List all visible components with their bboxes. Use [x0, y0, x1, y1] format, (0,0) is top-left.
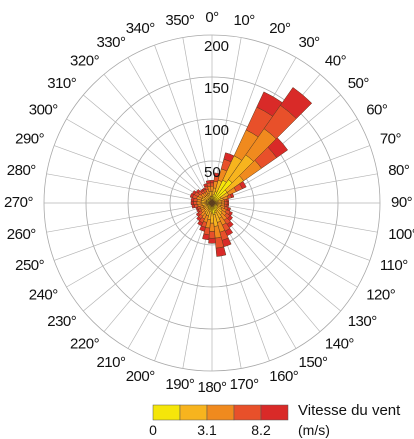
- legend-swatch-3: [233, 404, 262, 421]
- legend: Vitesse du vent 0 3.1 8.2 (m/s): [149, 402, 401, 438]
- direction-label-270: 270°: [4, 194, 34, 211]
- legend-swatch-0: [152, 404, 181, 421]
- grid-spoke-120: [211, 202, 358, 288]
- legend-ticks: 0 3.1 8.2: [149, 422, 271, 438]
- sector-40-band-4: [280, 87, 313, 120]
- direction-label-10: 10°: [234, 12, 256, 29]
- sector-180-band-4: [208, 237, 216, 244]
- grid-spoke-320: [103, 74, 213, 204]
- sector-220-band-4: [196, 216, 202, 222]
- legend-title: Vitesse du vent: [298, 402, 401, 419]
- direction-label-310: 310°: [47, 75, 77, 92]
- direction-label-330: 330°: [96, 34, 126, 51]
- direction-label-40: 40°: [325, 52, 347, 69]
- sector-350-band-4: [205, 180, 211, 184]
- direction-label-240: 240°: [29, 286, 59, 303]
- ring-label-150: 150: [204, 80, 229, 97]
- grid-spoke-260: [46, 202, 213, 233]
- direction-label-320: 320°: [70, 52, 100, 69]
- direction-label-170: 170°: [230, 376, 260, 393]
- sector-270-band-4: [190, 200, 194, 206]
- sector-230-band-4: [195, 212, 201, 218]
- direction-label-290: 290°: [15, 131, 45, 148]
- direction-label-220: 220°: [70, 336, 100, 353]
- legend-swatches: [152, 404, 289, 421]
- direction-label-20: 20°: [269, 20, 291, 37]
- direction-label-60: 60°: [366, 101, 388, 118]
- grid-spoke-70: [211, 145, 370, 204]
- grid-spoke-250: [54, 202, 213, 261]
- sector-50-band-4: [267, 137, 289, 159]
- grid-spoke-350: [182, 37, 213, 204]
- grid-spoke-210: [127, 202, 213, 349]
- direction-label-340: 340°: [126, 20, 156, 37]
- sector-310-band-4: [195, 188, 201, 194]
- sector-170-band-4: [215, 246, 227, 257]
- sector-210-band-4: [197, 220, 204, 227]
- sector-80-band-4: [226, 198, 230, 202]
- legend-tick-2: 8.2: [251, 422, 271, 438]
- direction-label-300: 300°: [29, 101, 59, 118]
- grid-spoke-300: [66, 118, 213, 204]
- grid-spoke-290: [54, 145, 213, 204]
- grid-spoke-230: [83, 202, 213, 312]
- grid-spoke-340: [154, 45, 213, 204]
- sector-60-band-4: [239, 180, 247, 190]
- grid-spoke-110: [211, 202, 370, 261]
- grid-spoke-80: [211, 173, 378, 204]
- sector-260-band-4: [191, 204, 196, 209]
- direction-labels: 0° 10° 20° 30°40°50° 60° 70° 80° 90° 100° 110° 120…: [4, 9, 414, 396]
- sector-70-band-4: [229, 193, 235, 199]
- direction-label-210: 210°: [96, 354, 126, 371]
- sector-190-band-4: [202, 233, 210, 241]
- direction-label-110: 110°: [380, 257, 408, 274]
- direction-label-140: 140°: [325, 336, 355, 353]
- direction-label-230: 230°: [47, 313, 77, 330]
- sector-200-band-4: [199, 225, 206, 232]
- grid-spoke-330: [127, 57, 213, 204]
- legend-swatch-4: [260, 404, 289, 421]
- direction-label-70: 70°: [380, 131, 402, 148]
- legend-tick-1: 3.1: [197, 422, 217, 438]
- sector-0-band-3: [209, 182, 215, 187]
- direction-label-260: 260°: [7, 226, 37, 243]
- direction-label-250: 250°: [15, 257, 45, 274]
- direction-label-80: 80°: [388, 162, 410, 179]
- direction-label-280: 280°: [7, 162, 37, 179]
- grid-spoke-310: [83, 94, 213, 204]
- direction-label-350: 350°: [165, 12, 195, 29]
- legend-tick-0: 0: [149, 422, 157, 438]
- direction-label-160: 160°: [269, 368, 299, 385]
- direction-label-200: 200°: [126, 368, 156, 385]
- sector-290-band-4: [189, 193, 195, 199]
- direction-label-0: 0°: [205, 9, 219, 26]
- direction-label-190: 190°: [165, 376, 195, 393]
- grid-spoke-220: [103, 202, 213, 332]
- grid-spoke-130: [211, 202, 341, 312]
- direction-label-150: 150°: [299, 354, 329, 371]
- direction-label-90: 90°: [391, 194, 413, 211]
- legend-swatch-2: [206, 404, 235, 421]
- direction-label-100: 100°: [388, 226, 414, 243]
- legend-swatch-1: [179, 404, 208, 421]
- direction-label-130: 130°: [348, 313, 378, 330]
- ring-labels: 50 100 150 200: [204, 38, 229, 181]
- direction-label-30: 30°: [299, 34, 321, 51]
- direction-label-180: 180°: [197, 379, 227, 396]
- ring-label-50: 50: [204, 164, 221, 181]
- wind-sectors: [189, 87, 313, 257]
- ring-label-100: 100: [204, 122, 229, 139]
- grid-spoke-100: [211, 202, 378, 233]
- direction-label-120: 120°: [366, 286, 396, 303]
- sector-180-band-3: [208, 231, 216, 239]
- sector-90-band-4: [226, 201, 230, 205]
- grid-spoke-280: [46, 173, 213, 204]
- direction-label-50: 50°: [348, 75, 370, 92]
- ring-label-200: 200: [204, 38, 229, 55]
- grid-spoke-240: [66, 202, 213, 288]
- legend-unit: (m/s): [298, 422, 330, 438]
- sector-300-band-4: [191, 190, 197, 196]
